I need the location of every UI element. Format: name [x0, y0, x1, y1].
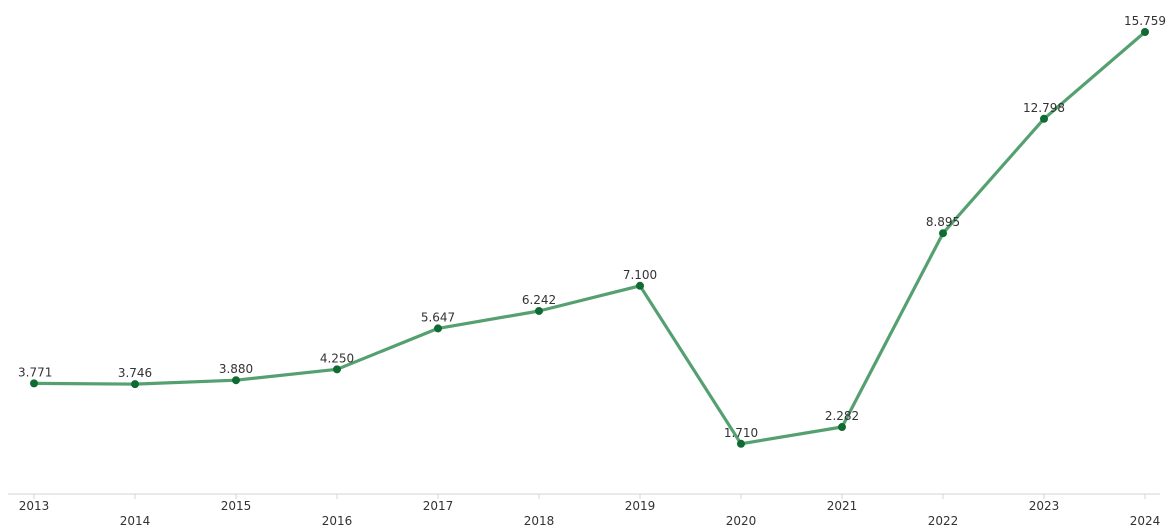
- x-tick-label: 2015: [221, 499, 252, 513]
- data-label: 7.100: [623, 268, 657, 282]
- data-point[interactable]: [1040, 114, 1048, 123]
- data-point[interactable]: [1141, 28, 1149, 36]
- data-point[interactable]: [333, 365, 341, 374]
- x-tick-label: 2017: [423, 499, 454, 513]
- x-tick-label: 2018: [524, 514, 555, 527]
- data-label: 3.771: [18, 365, 52, 379]
- data-point[interactable]: [939, 229, 947, 238]
- x-tick-label: 2020: [726, 514, 757, 527]
- x-tick-label: 2021: [827, 499, 858, 513]
- marker-group: [30, 28, 1149, 448]
- data-point[interactable]: [434, 324, 442, 333]
- x-tick-label: 2019: [625, 499, 656, 513]
- data-label: 15.759: [1124, 14, 1166, 28]
- data-label-group: 3.771 3.746 3.880 4.250 5.647 6.242 7.100 1.710…: [18, 14, 1166, 440]
- data-label: 1.710: [724, 426, 758, 440]
- data-point[interactable]: [30, 379, 38, 388]
- data-label: 5.647: [421, 310, 455, 324]
- data-point[interactable]: [636, 281, 644, 290]
- x-tick-label: 2013: [19, 499, 50, 513]
- x-tick-label: 2016: [322, 514, 353, 527]
- data-label: 8.895: [926, 215, 960, 229]
- x-tick-label: 2023: [1029, 499, 1060, 513]
- x-tick-label: 2022: [928, 514, 959, 527]
- data-point[interactable]: [535, 306, 543, 315]
- series-line: [32, 30, 1147, 446]
- data-point[interactable]: [232, 376, 240, 385]
- data-point[interactable]: [737, 439, 745, 448]
- data-label: 2.282: [825, 409, 859, 423]
- data-label: 6.242: [522, 293, 556, 307]
- x-tick-label: 2024: [1130, 514, 1161, 527]
- x-axis: 2013 2014 2015 2016 2017 2018 2019 2020 2021 2022…: [8, 493, 1161, 527]
- data-label: 4.250: [320, 351, 354, 365]
- x-tick-label: 2014: [120, 514, 151, 527]
- data-label: 12.798: [1023, 101, 1065, 115]
- series-line-group: [32, 30, 1147, 446]
- data-label: 3.746: [118, 366, 152, 380]
- data-point[interactable]: [131, 380, 139, 389]
- data-label: 3.880: [219, 362, 253, 376]
- data-point[interactable]: [838, 423, 846, 432]
